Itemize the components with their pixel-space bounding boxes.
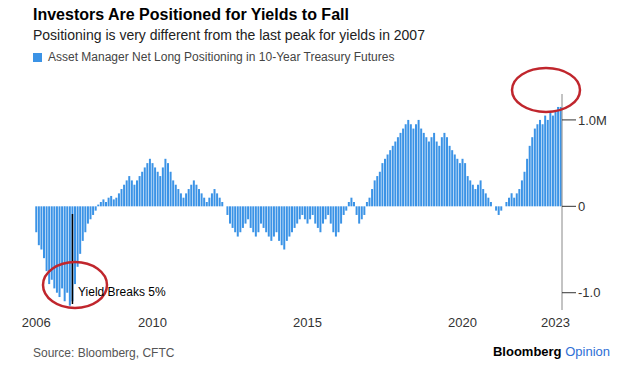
html-text:Positioning is very different: Positioning is very different from the l… [33, 27, 425, 43]
html-text:Bloomberg Opinion: Bloomberg Opinion [493, 344, 610, 359]
svg-text:2020: 2020 [448, 315, 477, 330]
svg-text:-1.0: -1.0 [578, 285, 600, 300]
svg-text:2010: 2010 [138, 315, 167, 330]
svg-text:Yield Breaks 5%: Yield Breaks 5% [78, 285, 166, 299]
svg-text:0: 0 [578, 199, 585, 214]
svg-text:2015: 2015 [293, 315, 322, 330]
html-text:Investors Are Positioned for Y: Investors Are Positioned for Yields to F… [33, 6, 349, 23]
html-text:Asset Manager Net Long Positio: Asset Manager Net Long Positioning in 10… [48, 50, 395, 64]
html-text:Source: Bloomberg, CFTC: Source: Bloomberg, CFTC [33, 346, 175, 360]
svg-text:2006: 2006 [22, 315, 51, 330]
svg-text:2023: 2023 [541, 315, 570, 330]
svg-text:1.0M: 1.0M [578, 113, 607, 128]
